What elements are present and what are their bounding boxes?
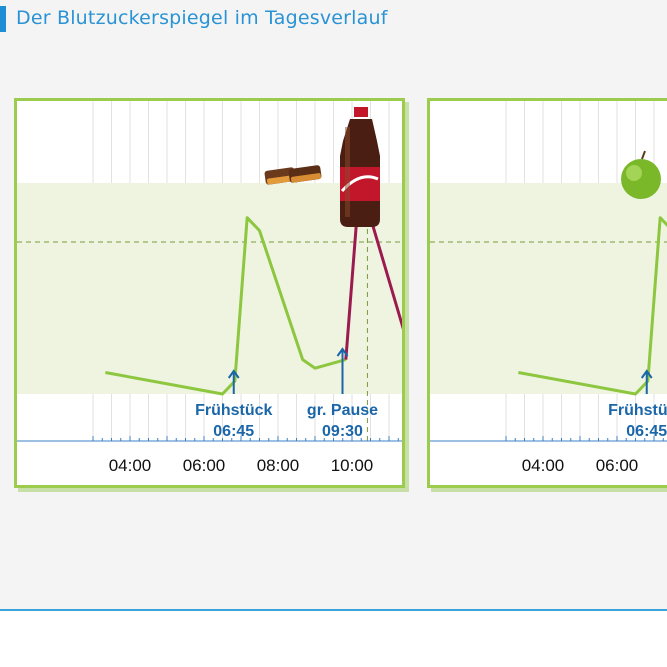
x-tick-label: 08:00 [257,456,300,475]
normal-range-band [17,183,402,394]
footer-area [0,611,667,667]
page-title: Der Blutzuckerspiegel im Tagesverlauf [16,7,388,29]
meal-marker: gr. Pause 09:30 [307,347,378,440]
x-tick-label: 06:00 [183,456,226,475]
x-tick-label: 04:00 [109,456,152,475]
glucose-chart-1: Frühstück 06:45 gr. Pause 09:30 04:00 06:00 08… [17,101,402,485]
bottom-divider [0,609,667,611]
series-line-1 [105,216,347,396]
meal-label: gr. Pause [307,402,378,419]
x-tick-label: 06:00 [596,456,639,475]
meal-marker: Frühstück 06:45 [195,369,273,440]
meal-time: 06:45 [213,423,254,440]
meal-label: Frühstück [195,402,272,419]
arrow-head [336,347,349,357]
chart-panel-1: Frühstück 06:45 gr. Pause 09:30 04:00 06:00 08… [14,98,405,488]
x-tick-label: 04:00 [522,456,565,475]
title-accent-bar [0,6,6,32]
x-tick-label: 10:00 [331,456,374,475]
meal-time: 06:45 [626,423,667,440]
meal-time: 09:30 [322,423,363,440]
arrow-head [640,369,653,379]
apple-icon [621,150,661,199]
meal-marker: Frühstück 06:45 [608,369,667,440]
normal-range-band [430,183,667,394]
cola-bottle-icon [340,107,380,227]
chocolate-bar-icon [264,165,322,185]
arrow-head [227,369,240,379]
meal-label: Frühstück [608,402,667,419]
series-line-1 [518,216,667,396]
